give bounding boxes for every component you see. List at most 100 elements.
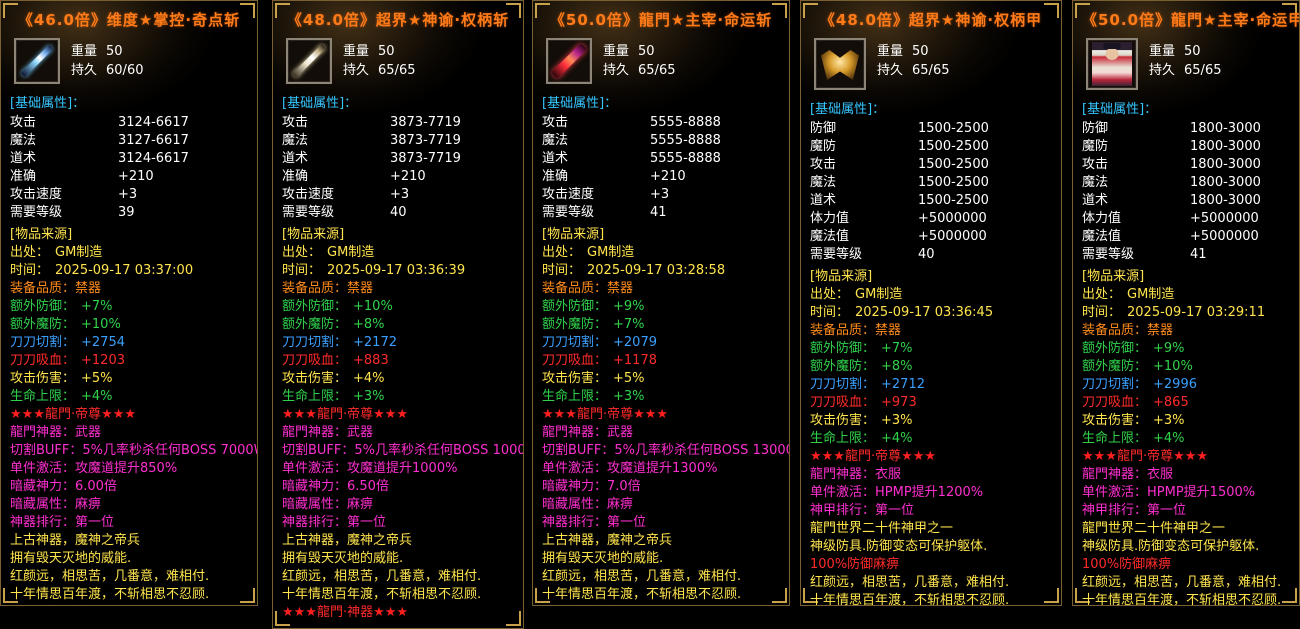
item-tooltip-5[interactable]: 《50.0倍》龍門★主宰·命运甲 重量 50 持久 65/65 [基础属性]： 防御 1800…: [1072, 0, 1300, 606]
bonus-value: +7%: [881, 341, 913, 356]
special-line: 切割BUFF：5%几率秒杀任何BOSS 13000W 血: [542, 443, 789, 458]
durability-label: 持久: [603, 63, 630, 78]
stat-value: +5000000: [918, 229, 987, 244]
source-time-value: 2025-09-17 03:29:11: [1127, 305, 1266, 320]
stat-value: 5555-8888: [650, 151, 721, 166]
poem-line-2: 十年情思百年渡，不斩相思不忍顾.: [10, 587, 210, 602]
weight-label: 重量: [343, 44, 370, 59]
stat-value: 1800-3000: [1190, 139, 1261, 154]
special-line: 100%防御麻痹: [1082, 557, 1172, 572]
stat-row: 魔法 3127-6617: [10, 132, 248, 150]
quality-label: 装备品质：: [810, 323, 876, 338]
stat-row: 攻击 3124-6617: [10, 114, 248, 132]
bonus-value: +10%: [1153, 359, 1193, 374]
poem-line-2: 十年情思百年渡，不斩相思不忍顾.: [282, 587, 482, 602]
item-tooltip-2[interactable]: 《48.0倍》超界★神谕·权柄斩 重量 50 持久 65/65 [基础属性]： 攻击 3873…: [272, 0, 524, 629]
bonus-label: 生命上限：: [10, 389, 76, 404]
stat-row: 攻击 5555-8888: [542, 114, 780, 132]
basic-attributes-header: [基础属性]：: [10, 96, 86, 111]
bonus-label: 生命上限：: [810, 431, 876, 446]
bonus-row: 额外防御： +9%: [542, 298, 780, 316]
special-line: 暗藏属性：麻痹: [542, 497, 634, 512]
quality-label: 装备品质：: [282, 281, 348, 296]
quality-row: 装备品质：禁器: [10, 280, 248, 298]
poem-line-1: 红颜远，相思苦，几番意，难相付.: [282, 569, 482, 584]
item-icon-frame[interactable]: [286, 38, 332, 84]
basic-attributes-section: [基础属性]： 防御 1500-2500 魔防 1500-2500 攻击 1500-2500…: [810, 94, 1052, 264]
item-title: 《50.0倍》龍門★主宰·命运甲: [1082, 11, 1300, 29]
sword-blue-icon: [20, 44, 54, 78]
item-head-row: 重量 50 持久 60/60: [10, 36, 248, 88]
quality-row: 装备品质：禁器: [282, 280, 514, 298]
source-time-label: 时间：: [1082, 305, 1122, 320]
quality-value: 禁器: [1147, 323, 1174, 338]
poem-line-2: 十年情思百年渡，不斩相思不忍顾.: [542, 587, 742, 602]
stat-label: 魔法: [1082, 175, 1109, 190]
weight-label: 重量: [71, 44, 98, 59]
stat-label: 准确: [10, 169, 37, 184]
item-icon-frame[interactable]: [814, 38, 866, 90]
stat-row: 道术 1500-2500: [810, 192, 1052, 210]
bonus-label: 额外魔防：: [10, 317, 76, 332]
special-line: 上古神器，魔神之帝兵: [10, 533, 141, 548]
stars-right: ★★★: [901, 449, 937, 464]
stat-label: 道术: [282, 151, 309, 166]
item-weight-block: 重量 50 持久 65/65: [603, 38, 675, 80]
special-line: 拥有毁天灭地的威能.: [282, 551, 404, 566]
stat-row: 需要等级 40: [810, 246, 1052, 264]
special-line: 龍門神器：武器: [10, 425, 102, 440]
stat-value: 1500-2500: [918, 139, 989, 154]
bonus-label: 额外防御：: [810, 341, 876, 356]
stars-left: ★★★: [10, 407, 45, 422]
basic-attributes-header: [基础属性]：: [810, 102, 886, 117]
bonus-value: +10%: [81, 317, 121, 332]
bonus-value: +2996: [1153, 377, 1197, 392]
source-time-row: 时间： 2025-09-17 03:37:00: [10, 262, 248, 280]
bonus-label: 刀刀切割：: [810, 377, 876, 392]
stat-label: 攻击: [282, 115, 309, 130]
source-time-value: 2025-09-17 03:37:00: [55, 263, 194, 278]
stars-left: ★★★: [282, 407, 317, 422]
artifact-label: 龍門·神器: [316, 605, 374, 620]
stat-value: 3124-6617: [118, 151, 189, 166]
item-source-header: [物品来源]: [10, 227, 73, 242]
special-line: 暗藏神力：6.00倍: [10, 479, 117, 494]
stat-value: 41: [1190, 247, 1207, 262]
item-icon-frame[interactable]: [14, 38, 60, 84]
bonus-value: +865: [1153, 395, 1189, 410]
item-tooltip-3[interactable]: 《50.0倍》龍門★主宰·命运斩 重量 50 持久 65/65 [基础属性]： 攻击 5555…: [532, 0, 790, 606]
armor-robe-icon: [1092, 42, 1132, 86]
bonus-label: 额外魔防：: [282, 317, 348, 332]
stat-label: 魔防: [1082, 139, 1109, 154]
bonus-value: +9%: [1153, 341, 1185, 356]
source-origin-row: 出处： GM制造: [810, 286, 1052, 304]
bonus-row: 攻击伤害： +3%: [1082, 412, 1290, 430]
item-icon-frame[interactable]: [1086, 38, 1138, 90]
item-tooltip-4[interactable]: 《48.0倍》超界★神谕·权柄甲 重量 50 持久 65/65 [基础属性]： 防御 1500…: [800, 0, 1062, 606]
item-source-section: [物品来源] 出处： GM制造 时间： 2025-09-17 03:28:58 装备品质：…: [542, 226, 780, 406]
item-icon-frame[interactable]: [546, 38, 592, 84]
bonus-value: +3%: [1153, 413, 1185, 428]
item-weight-block: 重量 50 持久 65/65: [343, 38, 415, 80]
stat-row: 魔法 1800-3000: [1082, 174, 1290, 192]
source-time-label: 时间：: [10, 263, 50, 278]
stat-value: 1800-3000: [1190, 193, 1261, 208]
item-title: 《46.0倍》维度★掌控·奇点斩: [17, 11, 241, 29]
stat-row: 攻击速度 +3: [10, 186, 248, 204]
source-origin-label: 出处：: [542, 245, 582, 260]
item-tooltip-1[interactable]: 《46.0倍》维度★掌控·奇点斩重量 50 持久 60/60 [基础属性]： 攻击 3124…: [0, 0, 258, 606]
bonus-label: 刀刀切割：: [542, 335, 608, 350]
weight-label: 重量: [603, 44, 630, 59]
item-source-header: [物品来源]: [810, 269, 873, 284]
bonus-row: 额外防御： +9%: [1082, 340, 1290, 358]
special-line: 龍門世界二十件神甲之一: [1082, 521, 1226, 536]
stat-label: 道术: [542, 151, 569, 166]
durability-label: 持久: [71, 63, 98, 78]
bonus-value: +3%: [353, 389, 385, 404]
bonus-row: 攻击伤害： +4%: [282, 370, 514, 388]
item-source-section: [物品来源] 出处： GM制造 时间： 2025-09-17 03:37:00 装备品质：…: [10, 226, 248, 406]
bonus-row: 刀刀吸血： +973: [810, 394, 1052, 412]
armor-wings-icon: [821, 49, 859, 80]
stat-row: 防御 1500-2500: [810, 120, 1052, 138]
durability-label: 持久: [877, 63, 904, 78]
